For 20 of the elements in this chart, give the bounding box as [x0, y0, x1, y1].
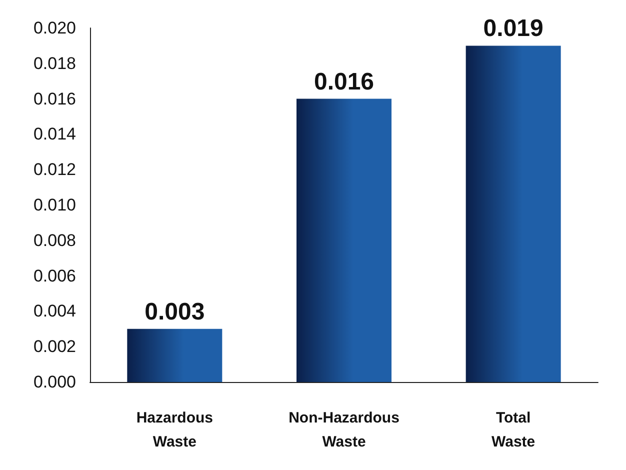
y-tick-label: 0.004: [33, 302, 76, 321]
y-tick-label: 0.000: [33, 372, 76, 392]
y-tick-label: 0.016: [33, 89, 76, 108]
y-tick-label: 0.006: [33, 266, 76, 286]
bar: [296, 98, 392, 382]
x-tick-label: Non-Hazardous Waste: [288, 410, 400, 450]
data-label: 0.016: [314, 68, 374, 96]
y-tick-label: 0.020: [33, 18, 76, 38]
y-tick-label: 0.002: [33, 337, 76, 356]
bar: [466, 46, 561, 382]
y-tick-label: 0.018: [33, 54, 76, 73]
y-tick-label: 0.008: [33, 230, 76, 250]
y-tick-label: 0.010: [33, 196, 76, 214]
data-label: 0.019: [483, 15, 544, 42]
bar: [127, 328, 222, 382]
x-tick-label: Total Waste: [492, 410, 536, 450]
data-label: 0.003: [144, 298, 205, 326]
x-tick-label: Hazardous Waste: [136, 410, 214, 450]
y-tick-label: 0.014: [33, 124, 76, 144]
y-tick-label: 0.012: [33, 160, 76, 180]
